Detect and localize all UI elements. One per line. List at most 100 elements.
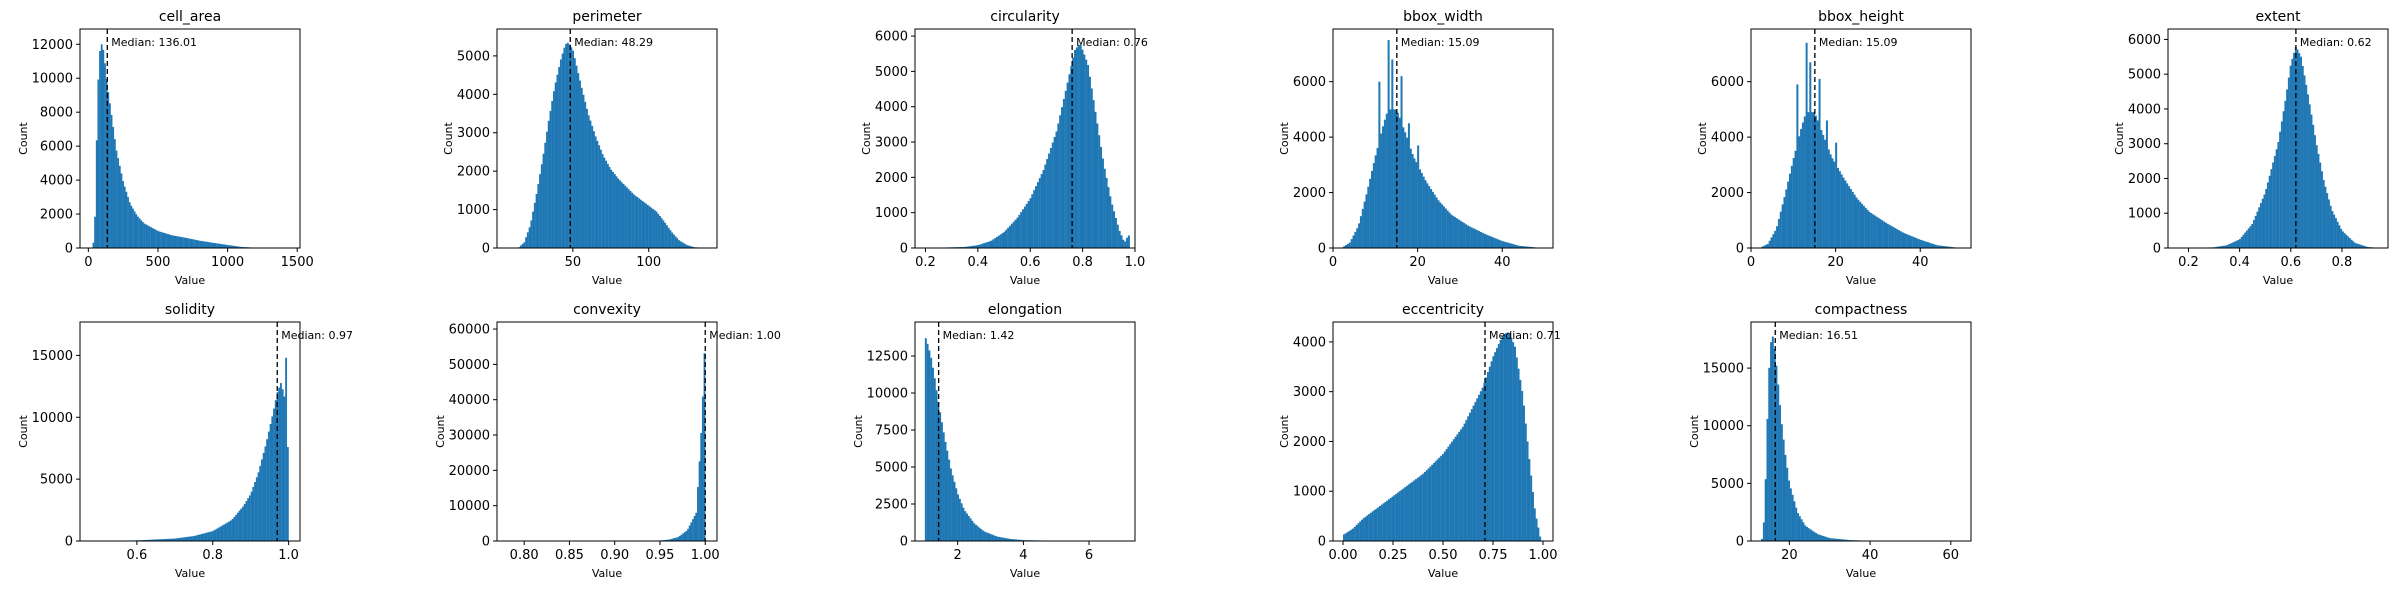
histogram-bar xyxy=(1814,115,1817,248)
histogram-bar xyxy=(197,534,200,541)
histogram-bar xyxy=(1430,189,1433,248)
histogram-bar xyxy=(519,245,522,248)
histogram-bar xyxy=(622,183,625,248)
x-tick-label: 6 xyxy=(1085,548,1093,563)
histogram-bar xyxy=(207,532,210,541)
histogram-bar xyxy=(2239,238,2241,248)
histogram-bar xyxy=(1527,246,1530,248)
histogram-bar xyxy=(648,206,651,248)
histogram-bar xyxy=(216,528,219,541)
histogram-bar xyxy=(1807,112,1810,248)
histogram-bar xyxy=(575,65,578,248)
histogram-bar xyxy=(1791,494,1794,541)
y-tick-label: 4000 xyxy=(457,88,490,103)
histogram-bar xyxy=(2247,228,2250,248)
y-tick-label: 12000 xyxy=(32,38,73,53)
histogram-bar xyxy=(1894,228,1897,248)
histogram-bar xyxy=(570,47,573,248)
histogram-bar xyxy=(1797,513,1800,541)
histogram-bar xyxy=(559,59,562,248)
y-tick-label: 4000 xyxy=(2128,102,2161,117)
histogram-bar xyxy=(1415,479,1417,541)
histogram-bar xyxy=(1447,446,1450,541)
histogram-bar xyxy=(198,534,201,541)
histogram-bar xyxy=(1763,245,1766,248)
histogram-bar xyxy=(2298,53,2301,248)
median-annotation: Median: 1.42 xyxy=(943,329,1015,342)
histogram-bar xyxy=(558,67,561,248)
histogram-bar xyxy=(269,423,272,541)
histogram-bar xyxy=(1062,98,1065,248)
histogram-bar xyxy=(1931,243,1934,248)
histogram-bar xyxy=(1012,539,1015,541)
histogram-bar xyxy=(930,357,933,541)
x-tick-label: 20 xyxy=(1827,255,1844,270)
histogram-bar xyxy=(1424,471,1426,541)
histogram-bar xyxy=(667,227,670,248)
histogram-bar xyxy=(1909,235,1911,248)
histogram-bar xyxy=(1033,190,1036,248)
histogram-bar xyxy=(1526,246,1529,248)
histogram-bar xyxy=(2345,234,2348,248)
histogram-bar xyxy=(1467,416,1470,541)
histogram-bar xyxy=(183,537,186,541)
y-tick-label: 20000 xyxy=(449,464,490,479)
y-axis-label: Count xyxy=(1696,121,1709,154)
histogram-bar xyxy=(983,531,986,541)
histogram-bar xyxy=(1427,468,1430,541)
histogram-bar xyxy=(1923,241,1926,248)
histogram-bar xyxy=(230,245,233,248)
histogram-bar xyxy=(110,114,113,249)
histogram-bar xyxy=(1346,532,1349,541)
x-tick-label: 1000 xyxy=(211,255,244,270)
histogram-bar xyxy=(962,507,965,541)
histogram-bar xyxy=(1431,464,1434,541)
histogram-bar xyxy=(1866,209,1869,248)
histogram-bar xyxy=(2263,194,2266,248)
histogram-bar xyxy=(1438,457,1441,541)
histogram-bar xyxy=(1838,171,1841,248)
histogram-bar xyxy=(1009,225,1012,248)
histogram-bar xyxy=(977,245,980,248)
histogram-bar xyxy=(683,243,686,248)
histogram-bar xyxy=(286,447,289,541)
histogram-bar xyxy=(236,512,239,541)
histogram-bar xyxy=(254,482,257,541)
histogram-bar xyxy=(673,538,676,541)
histogram-bar xyxy=(1508,333,1511,541)
y-tick-label: 3000 xyxy=(1293,385,1326,400)
histogram-bar xyxy=(1087,65,1090,248)
y-tick-label: 6000 xyxy=(1293,75,1326,90)
histogram-bar xyxy=(1820,130,1823,248)
histogram-bar xyxy=(1804,525,1807,541)
histogram-bar xyxy=(178,236,181,248)
histogram-bar xyxy=(2253,220,2255,248)
histogram-bar xyxy=(118,165,121,248)
histogram-bar xyxy=(212,242,215,248)
histogram-bar xyxy=(1779,405,1782,541)
histogram-bar xyxy=(1443,206,1445,248)
histogram-bar xyxy=(676,238,679,248)
y-axis-label: Count xyxy=(2113,121,2126,154)
histogram-bar xyxy=(1395,109,1397,248)
histogram-bar xyxy=(1506,332,1509,541)
histogram-bar xyxy=(1375,508,1378,541)
chart-title: elongation xyxy=(988,302,1062,318)
histogram-bar xyxy=(2246,230,2248,248)
chart-panel-elongation: Median: 1.42 elongation 2 4 6 0 2500 5000 7500 10… xyxy=(852,302,1136,580)
histogram-bar xyxy=(2284,100,2287,248)
histogram-bar xyxy=(1774,230,1777,248)
histogram-bar xyxy=(1500,240,1503,248)
chart-title: compactness xyxy=(1815,302,1908,318)
histogram-bar xyxy=(1452,215,1455,248)
histogram-bar xyxy=(1038,178,1041,248)
histogram-bar xyxy=(117,158,120,248)
y-tick-label: 0 xyxy=(2153,242,2161,257)
histogram-bar xyxy=(100,44,103,249)
chart-title: bbox_width xyxy=(1403,9,1483,25)
histogram-bar xyxy=(1361,208,1364,248)
histogram-bar xyxy=(128,202,131,248)
histogram-bar xyxy=(565,43,568,248)
histogram-bar xyxy=(1809,62,1812,248)
x-tick-label: 0.4 xyxy=(2229,255,2250,270)
